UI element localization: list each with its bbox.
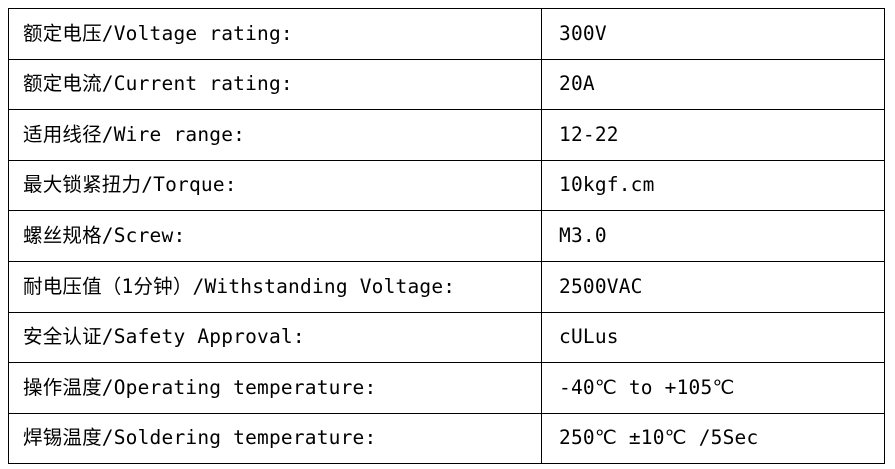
table-row: 适用线径/Wire range: 12-22 bbox=[8, 109, 885, 161]
value-text: 2500VAC bbox=[559, 274, 643, 298]
parameter-label: 适用线径/Wire range: bbox=[23, 122, 246, 146]
parameter-label: 额定电流/Current rating: bbox=[23, 72, 293, 96]
value-cell: M3.0 bbox=[541, 210, 885, 262]
parameter-cell: 螺丝规格/Screw: bbox=[8, 210, 542, 262]
parameter-cell: 焊锡温度/Soldering temperature: bbox=[8, 412, 542, 465]
parameter-cell: 操作温度/Operating temperature: bbox=[8, 362, 542, 414]
parameter-label: 操作温度/Operating temperature: bbox=[23, 375, 377, 399]
value-cell: -40℃ to +105℃ bbox=[541, 362, 885, 414]
specification-table-container: 额定电压/Voltage rating: 300V 额定电流/Current rat… bbox=[8, 8, 885, 465]
table-row: 操作温度/Operating temperature: -40℃ to +105℃ bbox=[8, 362, 885, 414]
specification-table-body: 额定电压/Voltage rating: 300V 额定电流/Current rat… bbox=[8, 8, 885, 465]
parameter-label: 额定电压/Voltage rating: bbox=[23, 21, 293, 45]
value-text: -40℃ to +105℃ bbox=[559, 375, 735, 399]
value-cell: cULus bbox=[541, 311, 885, 364]
parameter-cell: 耐电压值（1分钟）/Withstanding Voltage: bbox=[8, 260, 542, 313]
table-row: 焊锡温度/Soldering temperature: 250℃ ±10℃ /5S… bbox=[8, 412, 885, 465]
parameter-label: 安全认证/Safety Approval: bbox=[23, 325, 305, 349]
table-row: 额定电压/Voltage rating: 300V bbox=[8, 8, 885, 60]
value-text: M3.0 bbox=[559, 223, 607, 247]
value-text: 20A bbox=[559, 72, 595, 96]
value-text: 300V bbox=[559, 21, 607, 45]
value-text: 12-22 bbox=[559, 122, 619, 146]
parameter-cell: 安全认证/Safety Approval: bbox=[8, 311, 542, 364]
value-cell: 250℃ ±10℃ /5Sec bbox=[541, 412, 885, 465]
parameter-label: 螺丝规格/Screw: bbox=[23, 223, 186, 247]
table-row: 螺丝规格/Screw: M3.0 bbox=[8, 210, 885, 262]
table-row: 最大锁紧扭力/Torque: 10kgf.cm bbox=[8, 159, 885, 212]
parameter-cell: 额定电流/Current rating: bbox=[8, 58, 542, 111]
value-text: 10kgf.cm bbox=[559, 173, 655, 197]
value-cell: 12-22 bbox=[541, 109, 885, 161]
value-cell: 300V bbox=[541, 8, 885, 60]
value-cell: 10kgf.cm bbox=[541, 159, 885, 212]
parameter-cell: 最大锁紧扭力/Torque: bbox=[8, 159, 542, 212]
value-text: 250℃ ±10℃ /5Sec bbox=[559, 426, 759, 450]
parameter-label: 焊锡温度/Soldering temperature: bbox=[23, 426, 377, 450]
specification-table: 额定电压/Voltage rating: 300V 额定电流/Current rat… bbox=[8, 8, 885, 465]
parameter-cell: 额定电压/Voltage rating: bbox=[8, 8, 542, 60]
table-row: 额定电流/Current rating: 20A bbox=[8, 58, 885, 111]
parameter-label: 耐电压值（1分钟）/Withstanding Voltage: bbox=[23, 274, 456, 298]
table-row: 安全认证/Safety Approval: cULus bbox=[8, 311, 885, 364]
parameter-label: 最大锁紧扭力/Torque: bbox=[23, 173, 237, 197]
parameter-cell: 适用线径/Wire range: bbox=[8, 109, 542, 161]
value-text: cULus bbox=[559, 325, 619, 349]
value-cell: 20A bbox=[541, 58, 885, 111]
table-row: 耐电压值（1分钟）/Withstanding Voltage: 2500VAC bbox=[8, 260, 885, 313]
value-cell: 2500VAC bbox=[541, 260, 885, 313]
